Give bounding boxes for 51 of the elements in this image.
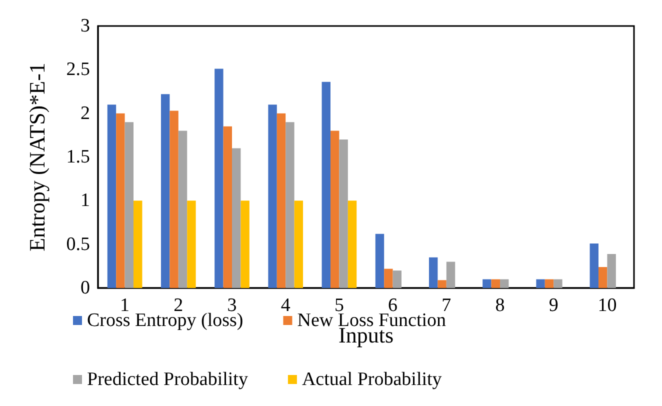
bar xyxy=(607,254,616,288)
bar xyxy=(170,110,178,288)
y-tick-label: 0 xyxy=(80,278,90,298)
bar xyxy=(232,148,241,288)
bar xyxy=(178,130,188,288)
bar xyxy=(187,200,196,288)
bar xyxy=(536,279,545,288)
bar xyxy=(116,113,125,288)
y-axis-title: Entropy (NATS)*E-1 xyxy=(24,62,50,252)
bar xyxy=(339,140,348,288)
bar xyxy=(330,130,340,288)
bar xyxy=(482,279,492,288)
bar xyxy=(160,94,170,288)
bar xyxy=(428,257,438,288)
bar xyxy=(294,200,304,288)
bar xyxy=(375,234,384,288)
bar xyxy=(438,280,446,288)
bar xyxy=(322,82,330,288)
x-tick-label: 8 xyxy=(495,295,505,316)
bar xyxy=(134,200,142,288)
y-tick-label: 3 xyxy=(80,16,90,36)
legend-label: Predicted Probability xyxy=(87,369,248,390)
bar xyxy=(491,279,500,288)
bar xyxy=(124,122,134,288)
bar xyxy=(214,68,224,288)
x-tick-label: 6 xyxy=(388,295,398,316)
bar xyxy=(500,279,509,288)
y-tick-label: 1.5 xyxy=(66,146,90,168)
bar xyxy=(286,122,294,288)
legend-label: Actual Probability xyxy=(302,369,442,390)
bar xyxy=(223,126,232,288)
bar xyxy=(384,268,393,288)
bar xyxy=(268,104,277,288)
bar xyxy=(392,270,402,288)
x-tick-label: 9 xyxy=(548,295,558,316)
bar xyxy=(240,200,250,288)
bar xyxy=(598,267,608,288)
y-tick-label: 0.5 xyxy=(66,234,90,255)
y-tick-label: 2.5 xyxy=(66,59,90,80)
x-tick-label: 10 xyxy=(598,295,617,316)
y-tick-label: 2 xyxy=(80,102,90,124)
y-tick-label: 1 xyxy=(80,190,90,212)
bar xyxy=(107,104,116,288)
bar xyxy=(446,262,456,288)
x-tick-label: 4 xyxy=(280,295,291,316)
bar xyxy=(348,200,357,288)
bar xyxy=(590,243,598,288)
bar xyxy=(554,279,562,288)
bar xyxy=(544,279,554,288)
bar xyxy=(276,113,286,288)
x-tick-label: 7 xyxy=(442,295,452,316)
